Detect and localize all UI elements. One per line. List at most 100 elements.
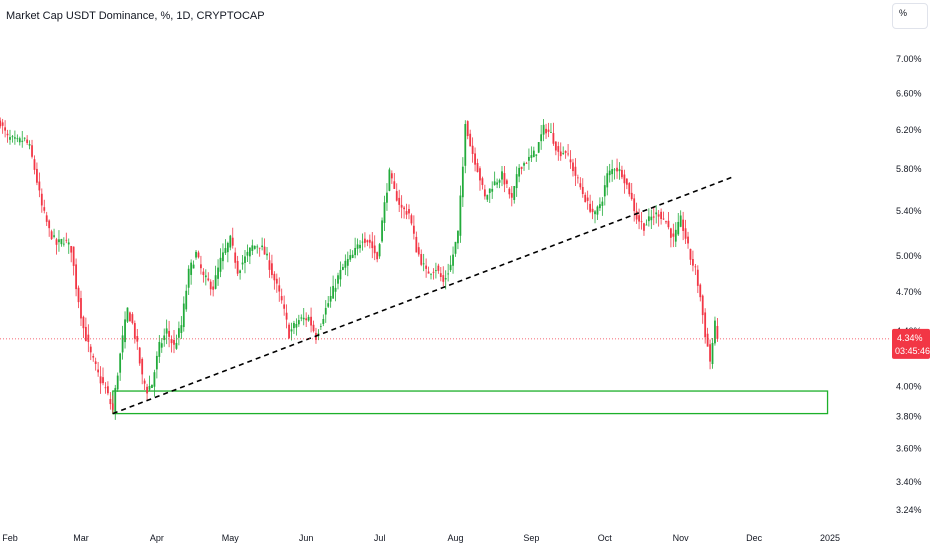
- candle: [322, 314, 325, 327]
- candle: [136, 328, 139, 350]
- candle-body: [212, 286, 215, 290]
- candle-body: [192, 264, 195, 269]
- candle: [415, 231, 418, 253]
- candle-body: [89, 346, 92, 353]
- candle: [192, 260, 195, 269]
- candle: [92, 353, 95, 362]
- x-tick-label: Nov: [673, 533, 690, 543]
- candle-body: [72, 246, 75, 266]
- y-tick-label: 6.60%: [896, 88, 922, 98]
- x-tick-label: May: [222, 533, 240, 543]
- candle-body: [545, 128, 547, 134]
- candle-body: [339, 269, 342, 280]
- candle: [684, 219, 687, 244]
- candle-body: [576, 177, 579, 179]
- candle: [395, 183, 398, 202]
- candle: [62, 237, 65, 247]
- candle: [50, 229, 53, 240]
- candle: [410, 213, 413, 226]
- candle-body: [569, 159, 572, 163]
- candle: [271, 254, 273, 279]
- candle-body: [155, 355, 158, 370]
- candle: [425, 258, 428, 278]
- candle: [217, 259, 219, 286]
- candle-body: [295, 323, 298, 328]
- candle: [550, 123, 552, 133]
- y-tick-label: 7.00%: [896, 54, 922, 64]
- candle-body: [354, 247, 357, 256]
- candle-body: [623, 174, 626, 184]
- candle: [554, 141, 557, 156]
- candle-body: [479, 168, 481, 181]
- candle-body: [329, 295, 332, 302]
- candle: [332, 275, 335, 299]
- support-zone-box: [112, 390, 829, 415]
- support-zone-layer: [112, 390, 829, 415]
- candle-body: [483, 189, 486, 197]
- candle: [579, 177, 582, 190]
- candle-body: [217, 267, 219, 279]
- candle: [182, 296, 185, 332]
- candle-body: [11, 136, 14, 138]
- candle-body: [471, 145, 474, 154]
- candle: [696, 265, 699, 294]
- candle: [420, 249, 423, 267]
- candle: [261, 237, 264, 251]
- candle: [229, 234, 232, 251]
- candle: [153, 369, 156, 397]
- candle: [486, 194, 489, 203]
- candle: [638, 208, 640, 230]
- candle: [300, 314, 303, 322]
- candle-body: [327, 303, 330, 307]
- candle-body: [711, 342, 714, 365]
- candle: [195, 250, 197, 260]
- candle-body: [510, 193, 513, 198]
- candle: [253, 245, 256, 250]
- candle-body: [116, 375, 119, 390]
- candle-body: [153, 372, 156, 387]
- candle: [564, 150, 567, 159]
- candle-body: [505, 180, 508, 184]
- candle: [572, 158, 574, 177]
- candle-body: [488, 188, 491, 194]
- candle: [457, 230, 459, 250]
- candle: [591, 200, 594, 220]
- candle-body: [119, 353, 122, 373]
- percent-scale-button[interactable]: %: [892, 3, 928, 29]
- candle-body: [278, 285, 281, 292]
- candle-body: [261, 245, 264, 248]
- candle-body: [251, 245, 254, 251]
- candle: [9, 129, 11, 145]
- candle: [532, 146, 535, 158]
- candle: [275, 273, 278, 293]
- candle: [628, 182, 631, 197]
- candle-body: [124, 319, 126, 343]
- candle-body: [266, 253, 268, 256]
- candle: [200, 255, 202, 275]
- candle-body: [452, 254, 454, 266]
- candle-body: [204, 275, 207, 278]
- candle-body: [572, 162, 574, 172]
- candle: [498, 178, 501, 189]
- x-tick-label: Oct: [598, 533, 613, 543]
- candle-body: [696, 269, 699, 286]
- candle-body: [618, 169, 621, 172]
- candle: [652, 206, 655, 226]
- candle: [116, 372, 119, 392]
- x-tick-label: Dec: [746, 533, 763, 543]
- y-tick-label: 4.70%: [896, 287, 922, 297]
- candle-body: [18, 138, 21, 143]
- dashed-trendline: [112, 176, 733, 415]
- candle: [476, 158, 479, 173]
- candle-body: [581, 186, 584, 195]
- candle: [239, 269, 241, 280]
- trendline-layer: [0, 176, 890, 415]
- candle: [241, 254, 244, 270]
- candle: [417, 242, 420, 257]
- candle-body: [84, 326, 87, 342]
- candle: [28, 140, 31, 150]
- candle-body: [594, 211, 596, 215]
- candle: [133, 320, 136, 344]
- candle-body: [464, 123, 467, 166]
